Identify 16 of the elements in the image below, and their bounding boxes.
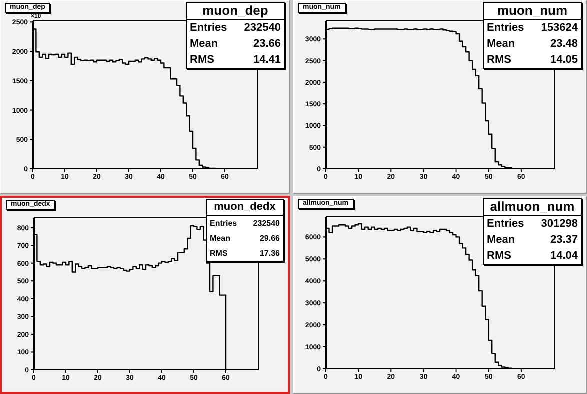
text: RMS 14.05 xyxy=(487,54,578,66)
text: Mean 23.48 xyxy=(487,38,578,50)
text: Entries 232540 xyxy=(210,219,280,228)
text: muon_dep xyxy=(187,3,284,20)
text: RMS 14.04 xyxy=(487,250,578,262)
text: Entries 232540 xyxy=(190,22,281,34)
text: RMS 17.36 xyxy=(210,249,280,258)
text: muon_num xyxy=(484,3,581,20)
text: Mean 29.66 xyxy=(210,234,280,243)
text: Mean 23.37 xyxy=(487,234,578,246)
text: muon_dedx xyxy=(207,200,283,216)
text: Entries 301298 xyxy=(487,218,578,230)
text: Mean 23.66 xyxy=(190,38,281,50)
text: allmuon_num xyxy=(484,199,581,216)
text: Entries 153624 xyxy=(487,22,578,34)
text: RMS 14.41 xyxy=(190,54,281,66)
